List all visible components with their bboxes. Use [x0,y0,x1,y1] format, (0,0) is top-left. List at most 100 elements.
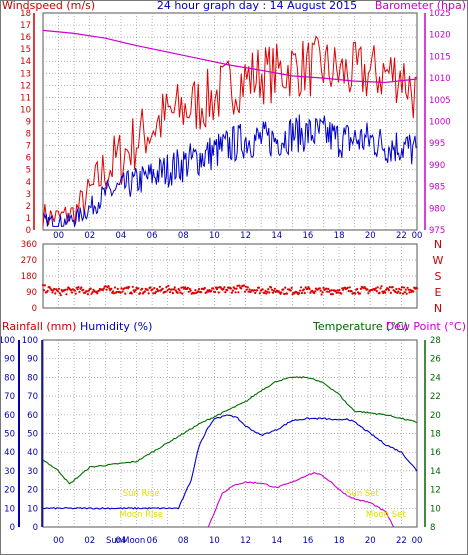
direction-point [300,286,303,289]
humidity-series-line [42,414,418,510]
direction-point [303,292,306,295]
compass-tick: N [434,302,442,315]
temperature-tick: 16 [430,448,441,458]
direction-degree-tick: 90 [26,288,37,298]
direction-point [110,287,113,290]
direction-point [391,286,394,289]
direction-point [244,285,247,288]
direction-point [338,288,341,292]
baro-tick: 995 [429,139,445,149]
rain-tick: 50 [4,430,15,440]
direction-point [318,287,321,290]
baro-tick: 1025 [429,9,451,19]
direction-point [242,284,246,287]
direction-point [173,286,176,289]
direction-point [308,287,311,291]
time-tick-bottom: 06 [147,536,158,546]
time-tick-bottom: 10 [209,536,220,546]
direction-point [306,287,309,290]
direction-point [331,293,334,296]
wind-tick: 1 [26,214,31,224]
direction-point [248,288,251,291]
time-tick-top: 12 [240,231,251,241]
direction-point [403,291,406,294]
direction-point [134,289,137,292]
direction-point [104,285,107,288]
direction-point [186,286,189,289]
direction-point [302,288,305,291]
temperature-tick: 28 [430,336,441,346]
direction-point [319,289,322,292]
direction-point [112,290,115,293]
direction-point [194,289,197,292]
direction-point [46,289,49,292]
time-tick-bottom: 08 [178,536,189,546]
direction-point [336,289,339,292]
direction-point [330,289,333,292]
wind-tick: 11 [20,93,31,103]
direction-point [165,286,168,289]
time-tick-top: 08 [178,231,189,241]
direction-point [284,286,287,289]
direction-point [314,290,317,293]
direction-point [115,290,118,293]
direction-point [203,286,206,290]
direction-point [245,288,248,291]
direction-point [130,292,133,295]
direction-point [327,287,330,290]
direction-point [401,292,405,295]
direction-point [43,284,47,287]
wind-tick: 15 [20,45,31,55]
direction-point [111,291,114,294]
compass-tick: W [433,254,444,267]
direction-point [123,287,126,290]
direction-point [91,291,94,294]
direction-point [415,287,419,290]
dewpoint-series-line [207,471,395,528]
direction-point [41,284,45,287]
direction-point [64,288,67,291]
direction-point [366,288,369,291]
direction-point [267,288,270,291]
direction-point [187,290,190,293]
direction-point [107,285,110,288]
moon-set-label: Moon Set [366,510,406,520]
direction-point [116,287,119,290]
direction-point [226,289,229,292]
humidity-tick: 60 [27,411,38,421]
direction-point [263,291,266,294]
direction-point [155,290,158,293]
direction-point [322,286,325,289]
direction-point [133,290,136,293]
direction-point [131,285,134,288]
direction-point [193,292,196,295]
direction-point [156,288,159,291]
temperature-tick: 24 [430,373,441,383]
direction-point [356,287,359,291]
direction-point [272,289,275,292]
temperature-tick: 26 [430,355,441,365]
baro-tick: 1005 [429,96,451,106]
direction-point [96,292,99,295]
direction-point [170,288,174,291]
direction-point [143,290,146,293]
direction-point [113,292,116,295]
direction-point [230,291,233,294]
direction-point [321,291,324,294]
direction-point [235,287,238,290]
wind-tick: 16 [20,33,31,43]
direction-point [375,289,378,293]
direction-degree-tick: 360 [21,240,37,250]
direction-point [157,289,160,292]
direction-point [406,286,409,289]
direction-point [408,291,411,294]
rain-tick: 0 [10,523,15,533]
rain-tick: 40 [4,448,15,458]
baro-tick: 990 [429,161,445,171]
time-tick-bottom: 18 [334,536,345,546]
direction-degree-tick: 270 [21,256,37,266]
direction-point [167,284,170,287]
direction-point [367,292,370,295]
direction-point [354,292,357,295]
